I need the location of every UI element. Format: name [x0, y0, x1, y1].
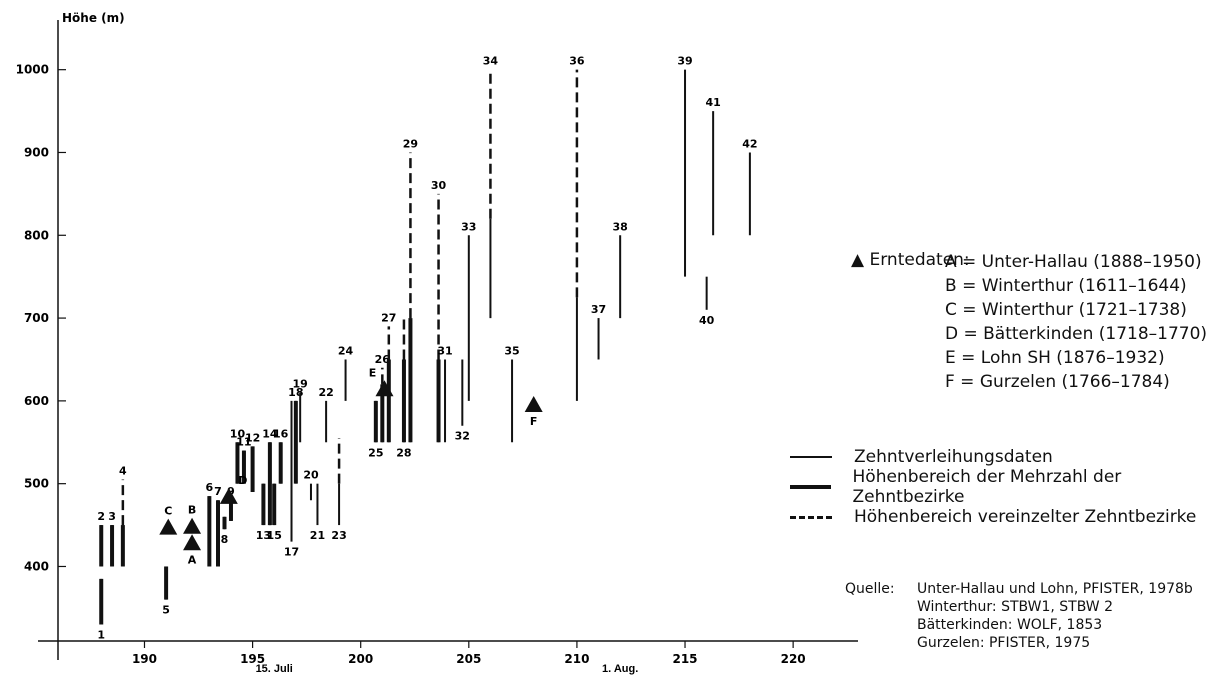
range-label: 29 — [403, 137, 418, 150]
range-label: 11 — [236, 436, 251, 449]
x-tick-label: 205 — [456, 652, 481, 666]
legend-row-thin: Zehntverleihungsdaten — [790, 442, 1225, 472]
harvest-label: D — [238, 474, 247, 487]
x-tick-label: 220 — [781, 652, 806, 666]
range-label: 24 — [338, 344, 354, 357]
harvest-triangle — [159, 518, 178, 535]
x-tick-label: 210 — [564, 652, 589, 666]
range-label: 13 — [256, 529, 271, 542]
range-label: 37 — [591, 303, 606, 316]
range-label: 30 — [431, 179, 447, 192]
x-tick-label: 200 — [348, 652, 373, 666]
range-label: 39 — [677, 55, 692, 68]
harvest-label: A — [188, 553, 197, 566]
source-label: Quelle: — [845, 581, 895, 597]
legend-label-dash: Höhenbereich vereinzelter Zehntbezirke — [854, 507, 1197, 527]
range-label: 40 — [699, 314, 715, 327]
range-label: 10 — [230, 427, 246, 440]
range-label: 28 — [396, 446, 411, 459]
range-label: 15 — [267, 529, 282, 542]
harvest-label: B — [188, 504, 196, 517]
harvest-triangle — [219, 487, 238, 504]
source-line: Unter-Hallau und Lohn, PFISTER, 1978b — [917, 581, 1193, 597]
range-label: 22 — [318, 386, 333, 399]
date-annotation: 1. Aug. — [602, 663, 638, 675]
y-tick-label: 700 — [24, 311, 49, 325]
source-line: Winterthur: STBW1, STBW 2 — [917, 599, 1114, 615]
range-label: 35 — [504, 344, 519, 357]
range-label: 14 — [262, 427, 278, 440]
range-label: 9 — [227, 485, 235, 498]
range-label: 27 — [381, 311, 396, 324]
range-label: 1 — [97, 628, 105, 641]
y-axis-label: Höhe (m) — [62, 11, 125, 25]
y-tick-label: 400 — [24, 559, 49, 573]
harvest-triangle — [524, 396, 543, 413]
source-lines: Unter-Hallau und Lohn, PFISTER, 1978b Wi… — [917, 580, 1193, 652]
thick-line-swatch — [790, 485, 831, 489]
thin-line-swatch — [790, 456, 832, 458]
range-label: 25 — [368, 446, 383, 459]
range-label: 21 — [310, 529, 325, 542]
harvest-legend-item-f: F = Gurzelen (1766–1784) — [945, 372, 1170, 392]
range-label: 2 — [97, 510, 105, 523]
x-tick-label: 195 — [240, 652, 265, 666]
legend-row-dash: Höhenbereich vereinzelter Zehntbezirke — [790, 502, 1225, 532]
range-label: 36 — [569, 55, 585, 68]
y-tick-label: 500 — [24, 477, 49, 491]
harvest-legend-item-a: A = Unter-Hallau (1888–1950) — [945, 252, 1202, 272]
legend-label-thick: Höhenbereich der Mehrzahl der Zehntbezir… — [852, 467, 1122, 507]
range-label: 16 — [273, 427, 289, 440]
harvest-label: F — [530, 415, 538, 428]
range-label: 4 — [119, 465, 127, 478]
range-label: 12 — [245, 431, 260, 444]
y-tick-label: 1000 — [16, 63, 49, 77]
legend-label-thin: Zehntverleihungsdaten — [854, 447, 1053, 467]
range-label: 5 — [162, 604, 170, 617]
legend-row-thick: Höhenbereich der Mehrzahl der Zehntbezir… — [790, 467, 1225, 507]
y-tick-label: 600 — [24, 394, 49, 408]
range-label: 41 — [705, 96, 720, 109]
harvest-legend-item-c: C = Winterthur (1721–1738) — [945, 300, 1187, 320]
date-annotation: 15. Juli — [256, 663, 293, 675]
range-label: 32 — [455, 430, 470, 443]
harvest-triangle — [375, 380, 394, 397]
range-label: 42 — [742, 137, 757, 150]
line-legend: Zehntverleihungsdaten Höhenbereich der M… — [790, 442, 1225, 532]
range-label: 20 — [303, 469, 319, 482]
harvest-legend-item-e: E = Lohn SH (1876–1932) — [945, 348, 1165, 368]
harvest-triangle — [183, 534, 202, 551]
source-line: Bätterkinden: WOLF, 1853 — [917, 617, 1103, 633]
range-label: 7 — [214, 485, 222, 498]
range-label: 6 — [206, 481, 214, 494]
range-label: 23 — [331, 529, 346, 542]
y-tick-label: 800 — [24, 228, 49, 242]
source-line: Gurzelen: PFISTER, 1975 — [917, 635, 1091, 651]
harvest-legend-item-b: B = Winterthur (1611–1644) — [945, 276, 1187, 296]
harvest-legend-title: ▲ Erntedaten: — [851, 250, 970, 270]
range-label: 19 — [293, 378, 308, 391]
harvest-legend-item-d: D = Bätterkinden (1718–1770) — [945, 324, 1208, 344]
harvest-triangle — [183, 517, 202, 534]
dashed-line-swatch — [790, 515, 832, 519]
harvest-label: C — [164, 505, 172, 518]
y-tick-label: 900 — [24, 145, 49, 159]
range-label: 34 — [483, 55, 499, 68]
range-label: 3 — [108, 510, 116, 523]
x-tick-label: 190 — [132, 652, 157, 666]
range-label: 8 — [221, 533, 229, 546]
triangle-icon: ▲ — [851, 250, 865, 270]
range-label: 38 — [613, 220, 628, 233]
x-tick-label: 215 — [672, 652, 697, 666]
range-label: 17 — [284, 546, 299, 559]
range-label: 31 — [437, 344, 452, 357]
harvest-label: E — [369, 366, 377, 379]
range-label: 33 — [461, 220, 476, 233]
harvest-legend-items: A = Unter-Hallau (1888–1950) B = Wintert… — [945, 250, 1207, 394]
range-label: 26 — [375, 353, 391, 366]
